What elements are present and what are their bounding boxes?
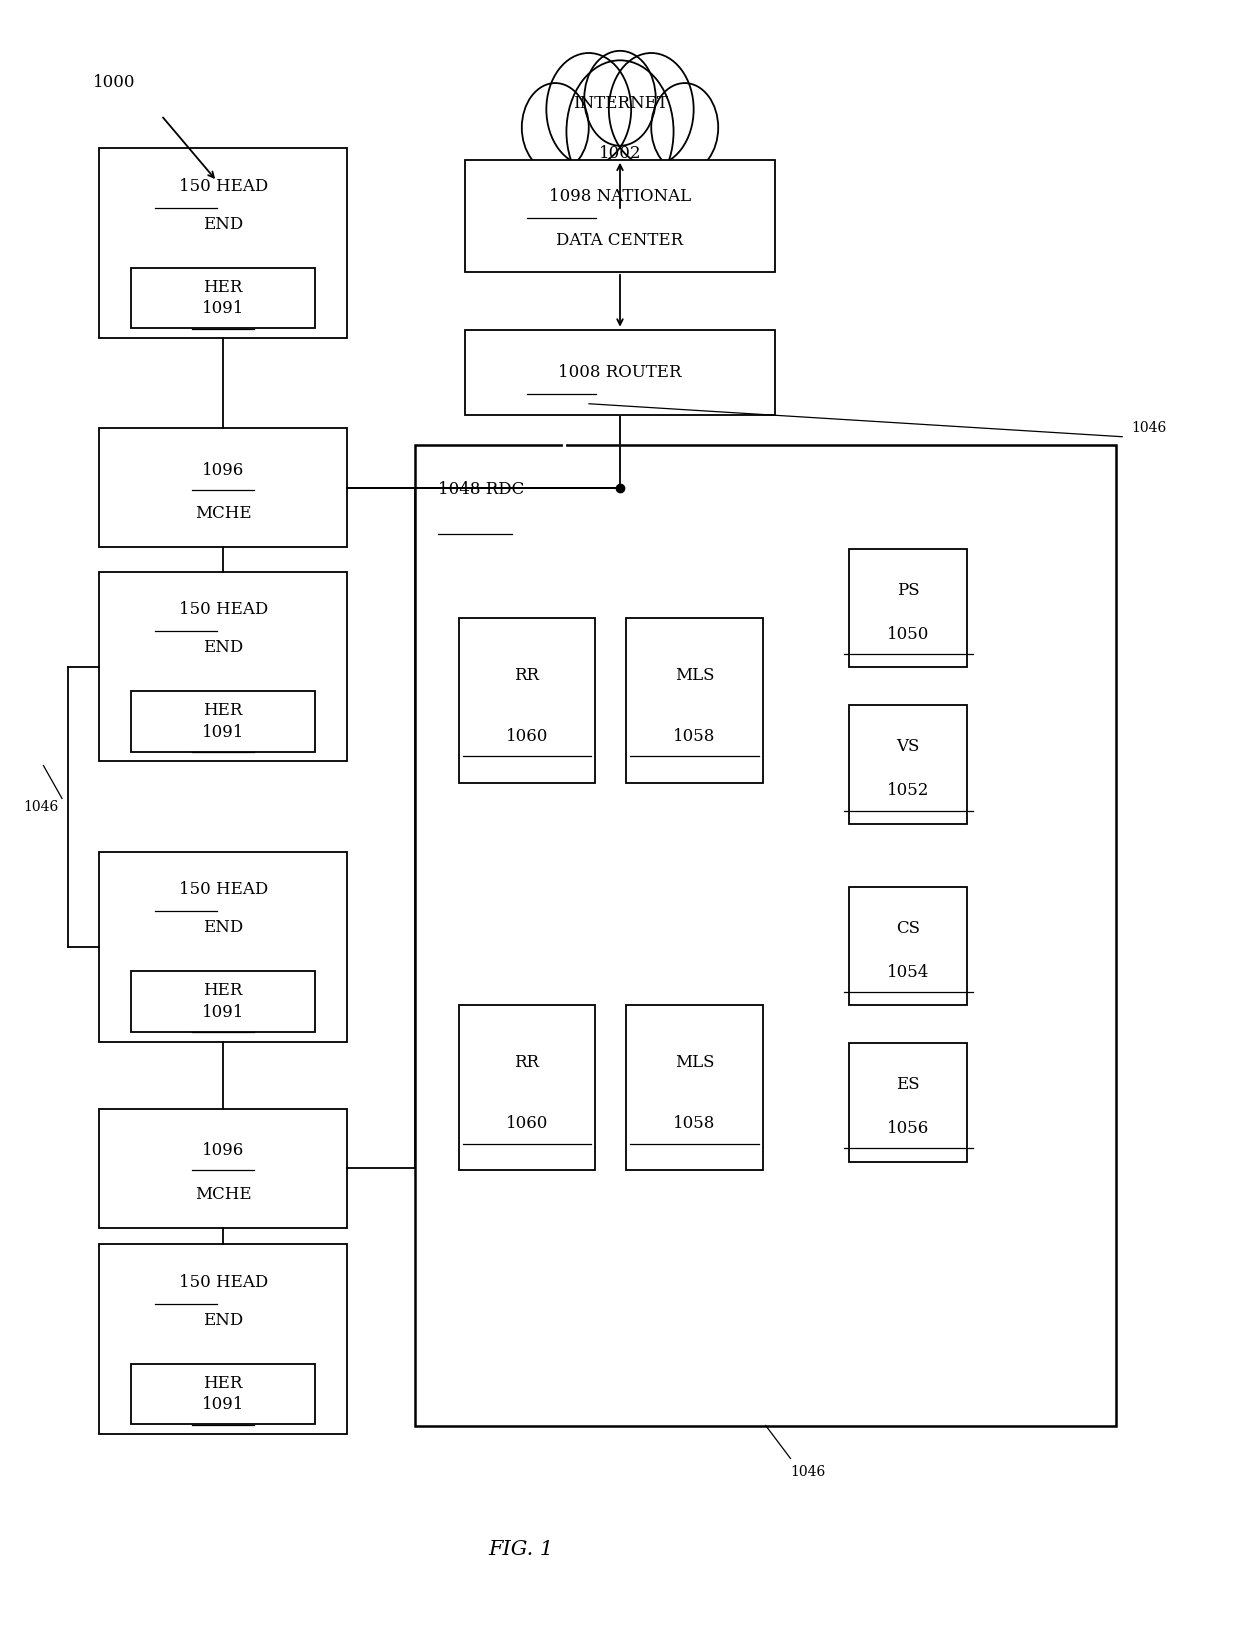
FancyBboxPatch shape	[131, 971, 315, 1032]
FancyBboxPatch shape	[99, 428, 347, 547]
FancyBboxPatch shape	[459, 1005, 595, 1170]
Circle shape	[609, 53, 693, 166]
FancyBboxPatch shape	[99, 1109, 347, 1228]
Text: 1060: 1060	[506, 1116, 548, 1132]
FancyBboxPatch shape	[99, 852, 347, 1042]
Text: 1096: 1096	[202, 461, 244, 478]
FancyBboxPatch shape	[465, 160, 775, 272]
Text: HER: HER	[203, 1374, 243, 1391]
Text: 1002: 1002	[599, 145, 641, 162]
FancyBboxPatch shape	[626, 618, 763, 783]
Text: 1052: 1052	[887, 783, 930, 799]
Text: END: END	[203, 920, 243, 936]
Text: MCHE: MCHE	[195, 506, 252, 522]
Text: 150 HEAD: 150 HEAD	[179, 1274, 268, 1290]
Text: RR: RR	[515, 1055, 539, 1071]
Text: ES: ES	[897, 1076, 920, 1093]
Text: FIG. 1: FIG. 1	[489, 1539, 553, 1559]
Text: VS: VS	[897, 738, 920, 755]
Text: 1096: 1096	[202, 1142, 244, 1159]
Text: RR: RR	[515, 667, 539, 684]
Text: 1098 NATIONAL: 1098 NATIONAL	[549, 188, 691, 206]
FancyBboxPatch shape	[131, 691, 315, 751]
Text: HER: HER	[203, 702, 243, 719]
FancyBboxPatch shape	[415, 445, 1116, 1426]
Text: 1008 ROUTER: 1008 ROUTER	[558, 364, 682, 381]
Text: 150 HEAD: 150 HEAD	[179, 602, 268, 618]
FancyBboxPatch shape	[849, 887, 967, 1005]
Text: MCHE: MCHE	[195, 1187, 252, 1203]
Text: MLS: MLS	[675, 1055, 714, 1071]
Text: END: END	[203, 216, 243, 232]
FancyBboxPatch shape	[459, 618, 595, 783]
Text: 1054: 1054	[887, 964, 930, 981]
Text: 1091: 1091	[202, 300, 244, 318]
Text: 1046: 1046	[791, 1465, 826, 1478]
Text: 1046: 1046	[1131, 422, 1166, 435]
Text: DATA CENTER: DATA CENTER	[557, 232, 683, 249]
FancyBboxPatch shape	[99, 1244, 347, 1434]
Text: 1091: 1091	[202, 723, 244, 742]
Text: 1000: 1000	[93, 74, 135, 91]
Text: HER: HER	[203, 982, 243, 999]
Circle shape	[567, 61, 673, 203]
FancyBboxPatch shape	[99, 572, 347, 761]
Text: INTERNET: INTERNET	[573, 96, 667, 112]
Text: END: END	[203, 1312, 243, 1328]
FancyBboxPatch shape	[131, 267, 315, 328]
Text: CS: CS	[897, 920, 920, 936]
Text: 1058: 1058	[673, 1116, 715, 1132]
Text: MLS: MLS	[675, 667, 714, 684]
Text: 150 HEAD: 150 HEAD	[179, 882, 268, 898]
FancyBboxPatch shape	[849, 549, 967, 667]
Text: 1091: 1091	[202, 1004, 244, 1022]
Text: 150 HEAD: 150 HEAD	[179, 178, 268, 194]
Text: END: END	[203, 639, 243, 656]
Text: 1050: 1050	[887, 626, 930, 643]
Text: 1058: 1058	[673, 728, 715, 745]
FancyBboxPatch shape	[849, 1043, 967, 1162]
Text: PS: PS	[897, 582, 920, 598]
FancyBboxPatch shape	[626, 1005, 763, 1170]
FancyBboxPatch shape	[465, 330, 775, 415]
Circle shape	[522, 82, 589, 171]
Text: 1091: 1091	[202, 1396, 244, 1414]
FancyBboxPatch shape	[849, 705, 967, 824]
Circle shape	[547, 53, 631, 166]
FancyBboxPatch shape	[131, 1363, 315, 1424]
Text: 1056: 1056	[887, 1121, 930, 1137]
Text: 1060: 1060	[506, 728, 548, 745]
Circle shape	[584, 51, 656, 145]
Circle shape	[651, 82, 718, 171]
Text: 1046: 1046	[24, 799, 58, 814]
FancyBboxPatch shape	[99, 148, 347, 338]
Text: HER: HER	[203, 279, 243, 295]
Text: 1048 RDC: 1048 RDC	[438, 481, 525, 498]
